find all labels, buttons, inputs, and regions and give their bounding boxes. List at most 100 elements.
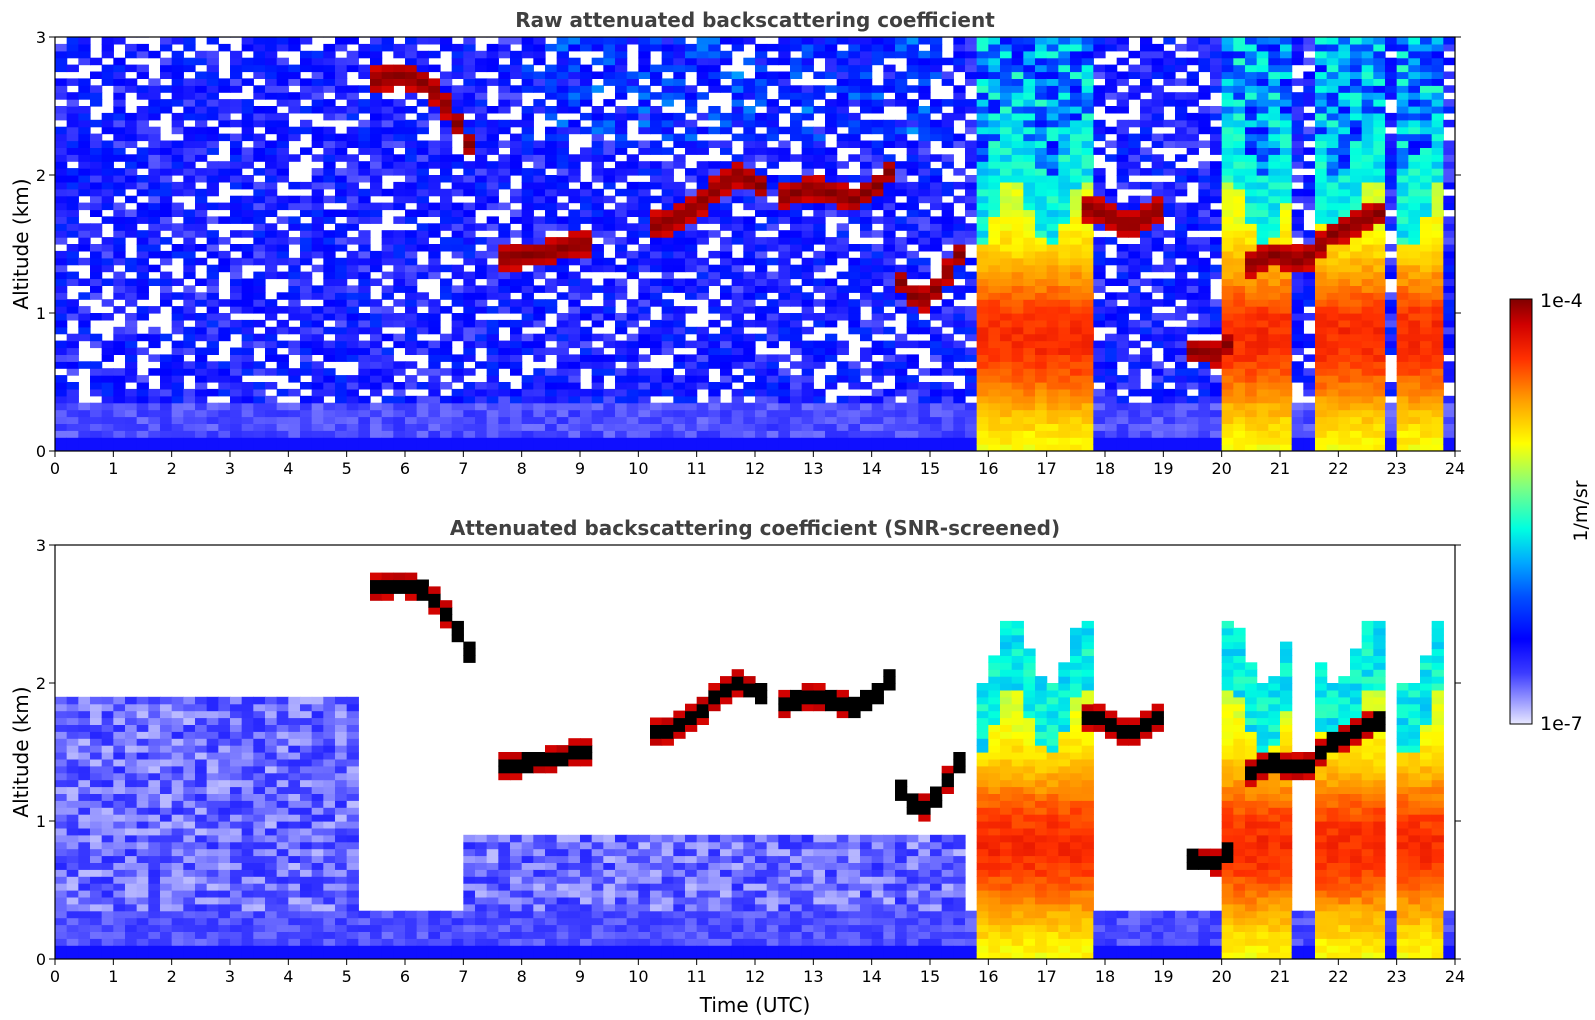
heatmap-cell [1023,244,1036,252]
heatmap-cell [1175,361,1188,369]
heatmap-cell [766,416,779,424]
heatmap-cell [428,444,441,451]
heatmap-cell [300,347,313,355]
heatmap-cell [580,347,593,355]
heatmap-cell [393,368,406,376]
heatmap-cell [510,50,523,59]
heatmap-cell [1035,209,1048,217]
heatmap-cell [883,416,896,424]
heatmap-cell [1000,437,1013,445]
heatmap-cell [218,112,231,121]
heatmap-cell [1186,71,1199,79]
heatmap-cell [883,37,896,45]
heatmap-cell [1116,423,1129,431]
heatmap-cell [183,175,196,183]
heatmap-cell [195,209,208,217]
heatmap-cell [615,402,628,411]
heatmap-cell [288,409,301,418]
heatmap-cell [405,319,418,328]
heatmap-cell [1221,154,1234,162]
heatmap-cell [1163,375,1176,383]
heatmap-cell [1046,216,1059,224]
heatmap-cell [801,202,814,211]
heatmap-cell [323,326,336,335]
heatmap-cell [1186,57,1199,66]
heatmap-cell [183,423,196,431]
heatmap-cell [346,444,359,451]
heatmap-cell [393,112,406,121]
heatmap-cell [1198,299,1211,307]
heatmap-cell [778,285,791,293]
heatmap-cell [696,326,709,335]
heatmap-cell [556,147,569,155]
heatmap-cell [731,437,744,445]
heatmap-cell [976,140,989,148]
heatmap-cell [113,216,126,224]
heatmap-cell [1175,416,1188,424]
heatmap-cell [696,340,709,349]
heatmap-cell [1210,37,1223,45]
heatmap-cell [393,99,406,107]
heatmap-cell [276,361,289,369]
heatmap-cell [1081,133,1094,142]
heatmap-cell [335,71,348,79]
heatmap-cell [580,202,593,211]
heatmap-cell [533,313,546,321]
heatmap-cell [1081,57,1094,66]
heatmap-cell [440,292,453,300]
heatmap-cell [241,354,254,362]
heatmap-cell [685,140,698,148]
heatmap-cell [498,319,511,328]
heatmap-cell [1221,43,1234,52]
heatmap-cell [148,195,161,204]
heatmap-cell [1023,230,1036,238]
heatmap-cell [148,423,161,431]
heatmap-cell [790,99,803,107]
heatmap-cell [1023,50,1036,59]
heatmap-cell [650,340,663,349]
heatmap-cell [766,257,779,266]
heatmap-cell [171,50,184,59]
heatmap-cell [790,85,803,93]
heatmap-cell [230,368,243,376]
heatmap-cell [346,92,359,100]
heatmap-cell [276,71,289,79]
heatmap-cell [1058,368,1071,376]
heatmap-cell [988,388,1001,397]
heatmap-cell [521,285,534,293]
heatmap-cell [1081,223,1094,231]
heatmap-cell [463,99,476,107]
heatmap-cell [1163,368,1176,376]
heatmap-cell [1070,437,1083,445]
heatmap-cell [1151,64,1164,73]
heatmap-cell [976,354,989,362]
heatmap-cell [1035,161,1048,169]
heatmap-cell [988,395,1001,404]
heatmap-cell [1046,340,1059,349]
heatmap-cell [440,78,453,86]
heatmap-cell [591,375,604,383]
heatmap-cell [871,278,884,286]
heatmap-cell [941,361,954,369]
heatmap-cell [463,437,476,445]
heatmap-cell [556,354,569,362]
heatmap-cell [755,430,768,438]
heatmap-cell [335,299,348,307]
heatmap-cell [533,257,546,266]
heatmap-cell [90,257,103,266]
heatmap-cell [1023,147,1036,155]
heatmap-cell [556,99,569,107]
heatmap-cell [860,92,873,100]
heatmap-cell [66,106,79,114]
heatmap-cell [801,340,814,349]
heatmap-cell [1186,299,1199,307]
heatmap-cell [545,409,558,418]
heatmap-cell [78,50,91,59]
heatmap-cell [836,195,849,204]
heatmap-cell [615,168,628,176]
heatmap-cell [895,278,908,286]
heatmap-cell [463,292,476,300]
heatmap-cell [335,292,348,300]
heatmap-cell [78,188,91,197]
heatmap-cell [1198,106,1211,114]
